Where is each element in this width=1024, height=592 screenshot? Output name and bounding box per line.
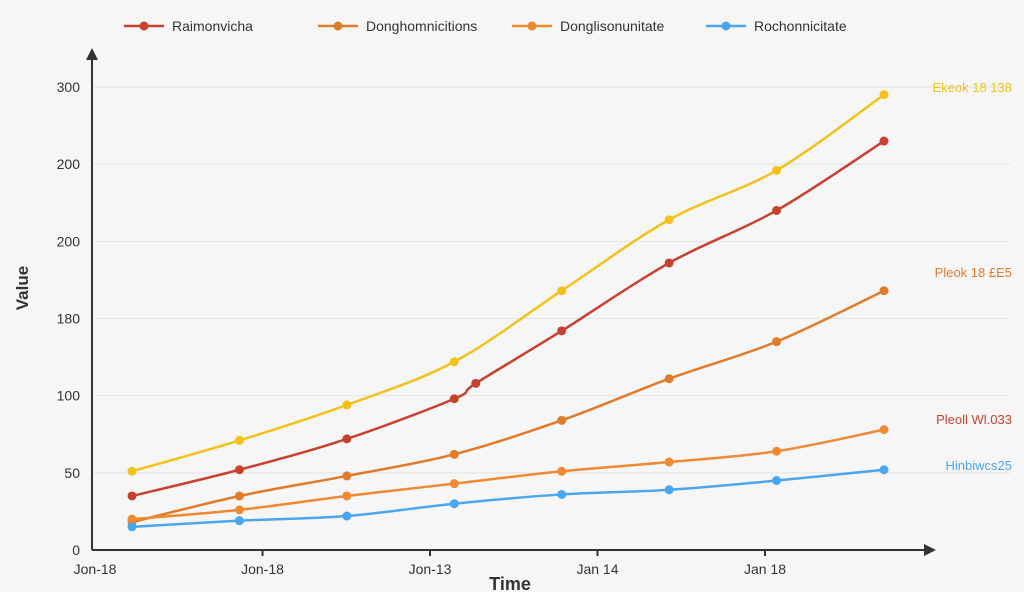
annotation-label: Ekeok 18 138	[932, 80, 1012, 95]
y-axis-arrow-icon	[86, 48, 98, 60]
legend-marker	[527, 21, 537, 31]
series-2	[127, 286, 889, 527]
series-line	[131, 468, 885, 529]
y-tick-label: 100	[57, 388, 81, 404]
y-tick-label: 200	[57, 156, 81, 172]
data-point	[772, 476, 782, 486]
data-point	[234, 516, 244, 526]
y-tick-label: 180	[57, 311, 81, 327]
x-tick-label: Jon-18	[74, 561, 117, 577]
data-point	[234, 435, 244, 445]
data-point	[449, 449, 459, 459]
data-point	[449, 357, 459, 367]
y-tick-labels: 0 50 100 180 200 200 300	[57, 79, 81, 558]
y-axis-title: Value	[13, 266, 32, 310]
legend-label: Rochonnicitate	[754, 18, 847, 34]
data-point	[449, 479, 459, 489]
series-line	[131, 428, 885, 521]
y-tick-label: 300	[57, 79, 81, 95]
y-tick-label: 200	[57, 233, 81, 249]
legend-marker	[721, 21, 731, 31]
annotation-label: Pleok 18 £E5	[935, 265, 1012, 280]
legend-marker	[333, 21, 343, 31]
data-point	[234, 465, 244, 475]
legend-marker	[139, 21, 149, 31]
data-point	[342, 491, 352, 501]
legend-item: Raimonvicha	[124, 18, 253, 34]
data-point	[879, 286, 889, 296]
x-axis-title: Time	[489, 574, 531, 592]
data-point	[127, 491, 137, 501]
data-point	[127, 522, 137, 532]
x-tick-labels: Jon-18 Jon-18 Jon-13 Jan 14 Jan 18	[74, 550, 786, 577]
legend-item: Rochonnicitate	[706, 18, 847, 34]
series-3	[127, 425, 889, 524]
data-point	[664, 374, 674, 384]
legend-item: Donghomnicitions	[318, 18, 477, 34]
legend-label: Raimonvicha	[172, 18, 253, 34]
x-tick-label: Jon-13	[409, 561, 452, 577]
data-point	[557, 286, 567, 296]
legend-label: Donglisonunitate	[560, 18, 665, 34]
data-point	[234, 505, 244, 515]
data-point	[557, 489, 567, 499]
data-point	[449, 394, 459, 404]
data-point	[664, 258, 674, 268]
x-axis-arrow-icon	[924, 544, 936, 556]
data-point	[879, 425, 889, 435]
data-point	[879, 465, 889, 475]
legend: Raimonvicha Donghomnicitions Donglisonunit…	[124, 18, 847, 34]
data-point	[342, 511, 352, 521]
data-point	[127, 514, 137, 524]
data-point	[772, 446, 782, 456]
y-tick-label: 50	[64, 465, 80, 481]
legend-item: Donglisonunitate	[512, 18, 665, 34]
data-point	[664, 457, 674, 467]
y-tick-label: 0	[72, 542, 80, 558]
data-point	[664, 215, 674, 225]
data-point	[234, 491, 244, 501]
data-point	[127, 466, 137, 476]
data-point	[557, 326, 567, 336]
x-tick-label: Jan 18	[744, 561, 786, 577]
series-line	[131, 93, 885, 473]
series-1	[127, 136, 889, 501]
data-point	[664, 485, 674, 495]
data-point	[772, 165, 782, 175]
annotations: Ekeok 18 138 Pleok 18 £E5 Pleoll Wl.033 Hin…	[932, 80, 1012, 473]
grid-lines	[94, 86, 1010, 474]
annotation-label: Hinbiwcs25	[946, 458, 1012, 473]
data-point	[557, 415, 567, 425]
series	[127, 90, 889, 532]
legend-label: Donghomnicitions	[366, 18, 477, 34]
data-point	[772, 205, 782, 215]
data-point	[471, 378, 481, 388]
data-point	[772, 337, 782, 347]
series-5	[127, 90, 889, 476]
annotation-label: Pleoll Wl.033	[936, 412, 1012, 427]
data-point	[342, 471, 352, 481]
data-point	[879, 90, 889, 100]
x-tick-label: Jon-18	[241, 561, 284, 577]
data-point	[342, 400, 352, 410]
series-line	[131, 289, 885, 524]
series-4	[127, 465, 889, 532]
axes	[86, 48, 936, 556]
data-point	[342, 434, 352, 444]
data-point	[449, 499, 459, 509]
series-line	[131, 139, 885, 498]
data-point	[879, 136, 889, 146]
data-point	[557, 466, 567, 476]
x-tick-label: Jan 14	[576, 561, 618, 577]
